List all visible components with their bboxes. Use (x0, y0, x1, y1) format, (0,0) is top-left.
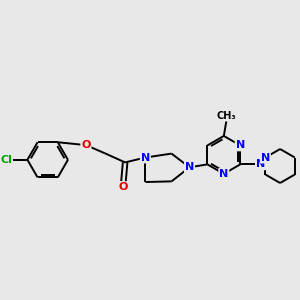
Text: N: N (256, 159, 265, 170)
Text: N: N (141, 152, 150, 163)
Text: N: N (219, 169, 228, 179)
Text: CH₃: CH₃ (217, 111, 236, 121)
Text: N: N (236, 140, 245, 150)
Text: O: O (119, 182, 128, 192)
Text: N: N (185, 162, 194, 172)
Text: O: O (81, 140, 91, 150)
Text: N: N (261, 152, 270, 163)
Text: Cl: Cl (0, 155, 12, 165)
